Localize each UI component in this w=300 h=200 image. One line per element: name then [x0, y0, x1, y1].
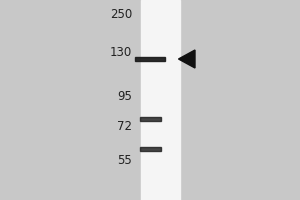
Text: 72: 72 [117, 119, 132, 132]
Bar [140, 117, 160, 121]
Bar [135, 57, 165, 61]
Polygon shape [178, 50, 195, 68]
Text: 55: 55 [117, 154, 132, 166]
Text: 250: 250 [110, 8, 132, 21]
Text: 95: 95 [117, 90, 132, 104]
Bar [141, 0, 180, 200]
Text: 130: 130 [110, 46, 132, 58]
Bar [140, 147, 160, 151]
